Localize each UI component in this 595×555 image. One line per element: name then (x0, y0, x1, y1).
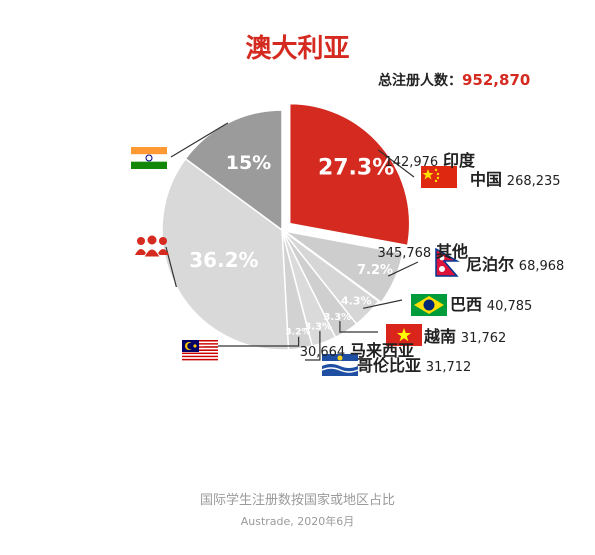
percent-label: 27.3% (318, 155, 394, 180)
china-flag-icon (421, 166, 457, 188)
percent-label: 4.3% (341, 295, 372, 308)
nepal-flag-icon (435, 247, 460, 277)
total-count: 总注册人数：952,870 (378, 70, 530, 90)
slice-label: 142,976 印度 (384, 147, 475, 171)
percent-label: 3.3% (323, 312, 351, 323)
slice-value: 31,762 (460, 331, 507, 346)
leader-line (204, 336, 300, 347)
percent-label: 15% (226, 152, 271, 174)
slice-value: 268,235 (506, 174, 561, 189)
percent-labels: 27.3%7.2%4.3%3.3%3.3%3.2%36.2%15% (189, 152, 394, 337)
slice-label: 尼泊尔 68,968 (466, 251, 564, 275)
slice-value: 142,976 (384, 155, 439, 170)
colombia-flag-icon (321, 354, 359, 376)
slice-label: 哥伦比亚 31,712 (357, 352, 471, 376)
percent-label: 7.2% (357, 263, 393, 278)
slice-name: 印度 (442, 151, 475, 170)
percent-label: 36.2% (189, 248, 258, 272)
label-icons (131, 147, 460, 376)
slice-name: 巴西 (450, 295, 483, 314)
pie-slice-1 (284, 230, 404, 304)
slice-value: 31,712 (425, 360, 472, 375)
slice-value: 68,968 (518, 259, 565, 274)
chart-source: Austrade, 2020年6月 (240, 515, 355, 528)
slice-label: 30,664 马来西亚 (300, 337, 414, 361)
leader-line (363, 299, 403, 309)
slice-name: 马来西亚 (349, 341, 414, 360)
slice-name: 其他 (435, 242, 468, 261)
chart-subtitle: 国际学生注册数按国家或地区占比 (199, 493, 395, 508)
pie-slices (161, 102, 411, 351)
slice-name: 中国 (470, 170, 503, 189)
pie-slice-6 (161, 157, 290, 351)
malaysia-flag-icon (182, 340, 218, 362)
leader-line (377, 149, 415, 178)
india-flag-icon (131, 147, 167, 169)
slice-value: 30,664 (299, 345, 346, 360)
leader-line (339, 321, 378, 333)
slice-value: 40,785 (486, 299, 533, 314)
total-value: 952,870 (462, 71, 531, 89)
brazil-flag-icon (411, 294, 447, 316)
total-label: 总注册人数： (378, 73, 462, 89)
people-group-icon (135, 234, 169, 258)
pie-slice-0 (288, 102, 411, 247)
slice-name: 哥伦比亚 (357, 356, 422, 375)
slice-label: 中国 268,235 (470, 166, 561, 190)
slice-name: 尼泊尔 (466, 255, 515, 274)
slice-value: 345,768 (377, 246, 432, 261)
percent-label: 3.3% (304, 322, 332, 333)
slice-label: 巴西 40,785 (450, 291, 532, 315)
leader-line (305, 331, 321, 361)
chart-title: 澳大利亚 (245, 34, 350, 64)
slice-label: 越南 31,762 (424, 323, 506, 347)
leader-line (388, 261, 419, 277)
vietnam-flag-icon (386, 324, 422, 346)
percent-label: 3.2% (285, 327, 310, 337)
leader-line (170, 122, 229, 158)
slice-name: 越南 (424, 327, 457, 346)
slice-label: 345,768 其他 (377, 238, 468, 262)
